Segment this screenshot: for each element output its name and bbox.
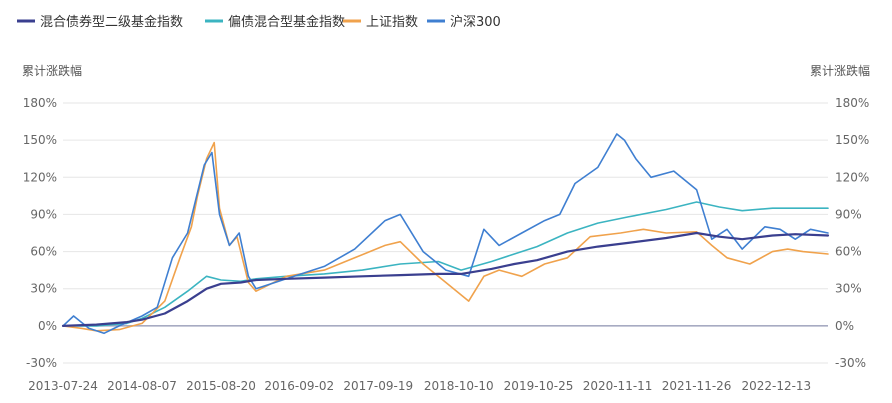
- y-tick-label-left: 90%: [30, 207, 57, 221]
- x-tick-label: 2013-07-24: [28, 379, 98, 393]
- y-tick-label-left: 60%: [30, 245, 57, 259]
- y-axis-right: -30% 0% 30% 60% 90% 120% 150% 180%: [835, 96, 869, 370]
- y-axis-left: -30% 0% 30% 60% 90% 120% 150% 180%: [23, 96, 57, 370]
- y-tick-label-right: 30%: [835, 282, 862, 296]
- y-tick-label-right: -30%: [835, 356, 866, 370]
- grid: [63, 102, 828, 364]
- x-tick-label: 2015-08-20: [186, 379, 256, 393]
- y-tick-label-left: 180%: [23, 96, 57, 110]
- series-line-4: [62, 133, 829, 335]
- legend-label-series-1: 混合债券型二级基金指数: [40, 14, 183, 30]
- y-tick-label-right: 90%: [835, 207, 862, 221]
- legend-item-series-1[interactable]: 混合债券型二级基金指数: [17, 14, 183, 30]
- y-tick-label-right: 0%: [835, 319, 854, 333]
- y-tick-label-right: 120%: [835, 170, 869, 184]
- legend: 混合债券型二级基金指数 偏债混合型基金指数 上证指数 沪深300: [17, 14, 501, 30]
- legend-item-series-3[interactable]: 上证指数: [343, 15, 418, 30]
- legend-item-series-4[interactable]: 沪深300: [427, 14, 501, 30]
- x-axis: 2013-07-24 2014-08-07 2015-08-20 2016-09-02…: [28, 379, 811, 393]
- y-tick-label-left: 120%: [23, 170, 57, 184]
- y-tick-label-right: 180%: [835, 96, 869, 110]
- y-tick-label-left: -30%: [26, 356, 57, 370]
- legend-label-series-2: 偏债混合型基金指数: [228, 14, 345, 30]
- y-tick-label-left: 0%: [38, 319, 57, 333]
- x-tick-label: 2022-12-13: [741, 379, 811, 393]
- y-tick-label-left: 150%: [23, 133, 57, 147]
- x-tick-label: 2016-09-02: [264, 379, 334, 393]
- legend-label-series-3: 上证指数: [366, 15, 418, 30]
- y-tick-label-left: 30%: [30, 282, 57, 296]
- legend-item-series-2[interactable]: 偏债混合型基金指数: [205, 14, 345, 30]
- series-line-1: [61, 231, 830, 327]
- y-tick-label-right: 60%: [835, 245, 862, 259]
- x-tick-label: 2014-08-07: [107, 379, 177, 393]
- x-tick-label: 2018-10-10: [424, 379, 494, 393]
- y-tick-label-right: 150%: [835, 133, 869, 147]
- x-tick-label: 2021-11-26: [662, 379, 732, 393]
- y-axis-title-left: 累计涨跌幅: [22, 63, 82, 78]
- y-axis-title-right: 累计涨跌幅: [810, 63, 870, 78]
- series-line-3: [62, 141, 829, 332]
- x-tick-label: 2019-10-25: [504, 379, 574, 393]
- x-tick-label: 2017-09-19: [343, 379, 413, 393]
- legend-label-series-4: 沪深300: [450, 14, 501, 30]
- series-line-2: [62, 201, 829, 327]
- plot-area: [61, 133, 830, 335]
- x-tick-label: 2020-11-11: [583, 379, 653, 393]
